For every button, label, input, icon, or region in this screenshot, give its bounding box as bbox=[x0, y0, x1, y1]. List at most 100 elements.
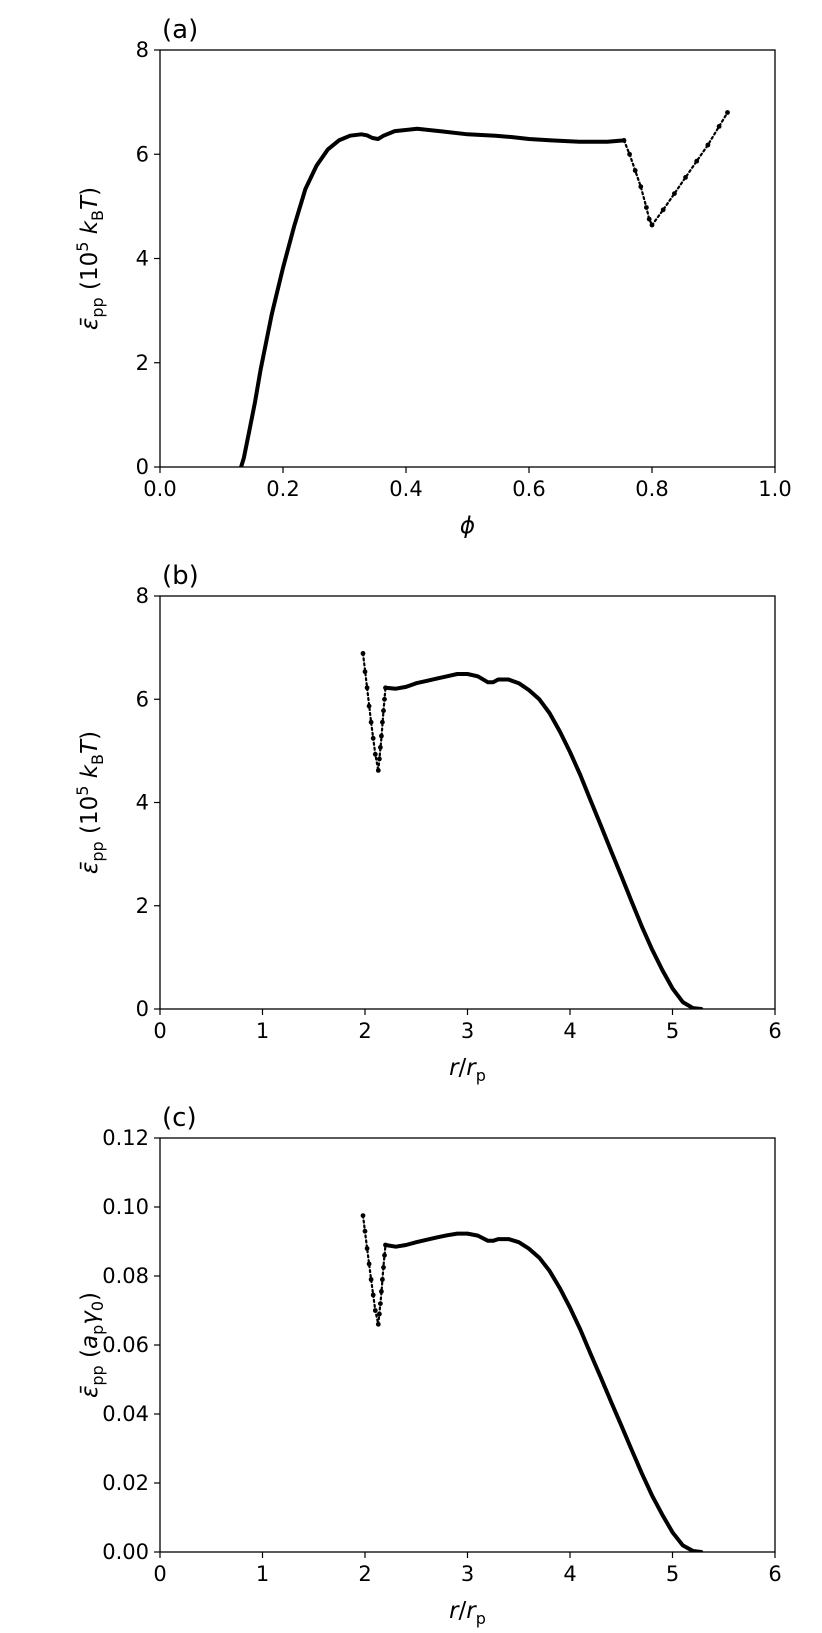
data-point bbox=[379, 1289, 384, 1294]
data-point bbox=[377, 756, 382, 762]
data-point bbox=[360, 1213, 366, 1218]
y-label-part: γ bbox=[77, 1310, 103, 1325]
x-label-part: r bbox=[449, 1598, 460, 1624]
panel-a: (a) 0.0 0.2 0.4 0.6 0.8 1.0 0 2 4 6 8 ϕ ε̄pp (105 kBT… bbox=[73, 15, 792, 539]
x-tick-label: 0.6 bbox=[512, 477, 545, 501]
data-point bbox=[683, 175, 688, 180]
x-label-sub: p bbox=[476, 1609, 486, 1628]
y-label-part bbox=[77, 234, 103, 241]
x-tick-label: 4 bbox=[563, 1562, 576, 1586]
y-tick-label: 0.10 bbox=[102, 1195, 149, 1219]
y-tick-label: 0.02 bbox=[102, 1471, 149, 1495]
data-point bbox=[368, 719, 374, 725]
x-label-part: / bbox=[459, 1055, 467, 1081]
axes-frame bbox=[159, 595, 776, 1010]
x-tick-label: 0.4 bbox=[389, 477, 422, 501]
panel-c: (c) 0 1 2 3 4 5 6 0.00 0.02 0.04 0.06 0.08 0.10 0.12 r/… bbox=[77, 1103, 782, 1628]
y-label-part: (10 bbox=[77, 796, 103, 842]
data-point bbox=[644, 205, 649, 210]
data-group bbox=[360, 651, 704, 1009]
data-group bbox=[239, 110, 730, 467]
data-point bbox=[366, 703, 372, 709]
y-tick-label: 4 bbox=[136, 247, 149, 271]
x-axis-label: r/rp bbox=[449, 1055, 486, 1085]
data-point bbox=[660, 207, 666, 213]
data-point bbox=[382, 696, 387, 702]
x-label-part: r bbox=[449, 1055, 460, 1081]
panel-label: (b) bbox=[162, 561, 199, 591]
y-label-sub: pp bbox=[88, 297, 107, 317]
axes-frame bbox=[159, 1137, 776, 1553]
y-tick-label: 0.06 bbox=[102, 1333, 149, 1357]
data-point bbox=[380, 1277, 385, 1282]
x-label-part: r bbox=[466, 1055, 477, 1081]
data-point bbox=[716, 124, 722, 129]
x-tick-label: 5 bbox=[666, 1019, 679, 1043]
data-point bbox=[381, 708, 386, 714]
y-label-part: (10 bbox=[77, 252, 103, 298]
y-tick-label: 4 bbox=[136, 791, 149, 815]
y-label-sub: pp bbox=[88, 841, 107, 861]
y-label-sub: B bbox=[88, 210, 107, 221]
y-axis-label: ε̄pp (105 kBT) bbox=[73, 731, 107, 874]
data-point bbox=[380, 719, 385, 725]
y-tick-label: 6 bbox=[136, 687, 149, 711]
x-tick-label: 2 bbox=[358, 1019, 371, 1043]
x-axis-label: ϕ bbox=[460, 513, 475, 539]
x-tick-label: 4 bbox=[563, 1019, 576, 1043]
y-label-part: ) bbox=[77, 187, 103, 196]
data-point bbox=[649, 222, 655, 228]
x-tick-label: 2 bbox=[358, 1562, 371, 1586]
data-point bbox=[372, 751, 378, 757]
data-point bbox=[375, 1321, 381, 1327]
data-point bbox=[370, 735, 376, 741]
data-line-segment bbox=[239, 126, 626, 467]
data-point bbox=[379, 733, 384, 739]
x-tick-label: 6 bbox=[768, 1019, 781, 1043]
y-label-part: k bbox=[77, 763, 103, 778]
data-point bbox=[621, 138, 627, 143]
y-label-sub: B bbox=[88, 754, 107, 765]
y-label-part: T bbox=[77, 738, 103, 754]
data-point bbox=[364, 1246, 370, 1251]
y-tick-label: 0.08 bbox=[102, 1264, 149, 1288]
data-point bbox=[381, 1265, 386, 1270]
x-label-part: / bbox=[459, 1598, 467, 1624]
data-group bbox=[360, 1213, 704, 1552]
y-tick-label: 8 bbox=[136, 38, 149, 62]
x-tick-label: 1 bbox=[256, 1019, 269, 1043]
y-tick-label: 8 bbox=[136, 584, 149, 608]
y-tick-label: 0.00 bbox=[102, 1540, 149, 1564]
data-point bbox=[632, 168, 638, 173]
data-point bbox=[375, 768, 381, 773]
y-label-part: ) bbox=[77, 1292, 103, 1301]
data-point bbox=[627, 151, 632, 157]
x-tick-label: 6 bbox=[768, 1562, 781, 1586]
x-tick-label: 5 bbox=[666, 1562, 679, 1586]
y-tick-label: 2 bbox=[136, 351, 149, 375]
data-line-segment bbox=[383, 672, 704, 1009]
data-point bbox=[366, 1261, 372, 1267]
data-point bbox=[370, 1292, 376, 1298]
data-point bbox=[694, 158, 700, 164]
x-label-part: r bbox=[466, 1598, 477, 1624]
data-point bbox=[705, 142, 711, 148]
data-point bbox=[377, 1311, 382, 1317]
x-tick-label: 0.0 bbox=[143, 477, 176, 501]
y-label-sub: 0 bbox=[88, 1301, 107, 1311]
x-tick-label: 1 bbox=[256, 1562, 269, 1586]
x-tick-label: 0.2 bbox=[266, 477, 299, 501]
axes-frame bbox=[159, 49, 776, 468]
panel-label: (c) bbox=[162, 1103, 197, 1133]
x-tick-label: 3 bbox=[461, 1019, 474, 1043]
x-tick-label: 0 bbox=[153, 1019, 166, 1043]
y-tick-label: 6 bbox=[136, 142, 149, 166]
data-point bbox=[646, 216, 652, 222]
data-line-segment bbox=[383, 1231, 704, 1552]
x-label-symbol: ϕ bbox=[460, 513, 475, 539]
y-label-sub: p bbox=[88, 1325, 107, 1335]
x-tick-label: 1.0 bbox=[758, 477, 791, 501]
y-label-part bbox=[77, 778, 103, 785]
y-tick-label: 2 bbox=[136, 894, 149, 918]
